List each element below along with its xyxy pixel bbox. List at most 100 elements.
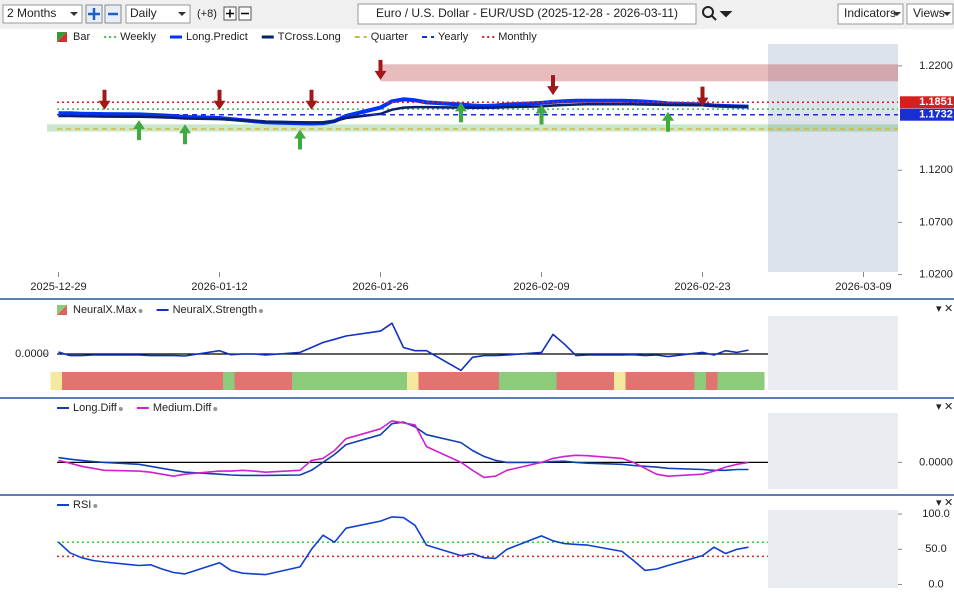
state-cell [315,372,327,390]
y-tick-label: 1.0700 [919,216,953,228]
state-cell [85,372,97,390]
sell-signal [98,89,111,110]
state-cell [131,372,143,390]
series-line [57,516,749,576]
y-tick-label: 1.1200 [919,164,953,176]
zone [380,64,898,82]
state-cell [476,372,488,390]
legend-label: Weekly [120,31,156,43]
views-label: Views [913,6,945,20]
state-cell [292,372,304,390]
legend-dot [213,407,218,411]
y-tick-label: 0.0 [928,578,943,590]
state-cell [648,372,660,390]
buy-signal [179,124,191,145]
pane-collapse[interactable]: ▾ [936,303,942,315]
legend-icon [57,32,67,42]
extra-label: (+8) [197,8,217,20]
state-cell [407,372,419,390]
pane-collapse[interactable]: ▾ [936,497,942,509]
series-line [58,97,749,126]
y-tick-label: 0.0000 [919,456,953,468]
state-cell [706,372,718,390]
sell-signal [696,86,709,107]
series-line [58,103,749,124]
state-cell [729,372,741,390]
legend-dot [118,407,123,411]
state-cell [453,372,465,390]
state-cell [234,372,246,390]
state-cell [73,372,85,390]
buy-signal [535,104,548,125]
state-cell [165,372,177,390]
state-cell [257,372,292,390]
state-cell [579,372,614,390]
pane-close[interactable]: ✕ [944,303,953,315]
legend-label: TCross.Long [278,31,341,43]
legend-label: RSI [73,499,91,511]
state-cell [372,372,384,390]
pane-close[interactable]: ✕ [944,401,953,413]
state-cell [418,372,453,390]
dropdown-icon [70,12,78,16]
state-cell [326,372,338,390]
sell-signal [305,89,318,110]
dropdown-icon [178,12,186,16]
series-line [58,322,749,372]
buy-signal [662,111,674,132]
x-tick-label: 2026-01-12 [191,281,247,293]
y-tick-label: 100.0 [922,508,950,520]
legend-label: Quarter [371,31,409,43]
legend-dot [93,504,98,508]
state-cell [303,372,315,390]
pane-collapse[interactable]: ▾ [936,401,942,413]
search-icon-handle [710,11,733,21]
legend-dot [138,309,143,313]
sell-signal [374,59,387,80]
legend-label: Monthly [498,31,537,43]
symbol-box[interactable] [357,3,697,25]
state-cell [177,372,212,390]
symbol-title: Euro / U.S. Dollar - EUR/USD (2025-12-28… [376,6,678,20]
legend-icon [57,305,67,315]
x-tick-label: 2026-01-26 [352,281,408,293]
state-cell [142,372,154,390]
state-cell [96,372,131,390]
range-select[interactable] [2,4,83,24]
buy-signal [133,120,145,141]
interval-select[interactable] [125,4,191,24]
y-tick-label: 1.0200 [919,268,953,280]
dropdown-icon [893,12,901,16]
legend-label: Bar [73,31,90,43]
views-button[interactable] [906,3,954,25]
future-area [768,44,898,272]
state-cell [62,372,74,390]
state-cell [660,372,695,390]
future-area [768,510,898,588]
price-tag-label: 1.1851 [919,96,953,108]
interval-value: Daily [130,6,157,20]
search-icon[interactable] [702,6,714,18]
y-tick-label: 1.2200 [919,60,953,72]
sell-signal [213,89,226,110]
price-tag [900,96,954,109]
legend-label: NeuralX.Max [73,304,137,316]
state-cell [556,372,568,390]
dropdown-icon [943,12,951,16]
state-cell [50,372,62,390]
state-cell [740,372,765,390]
state-cell [499,372,534,390]
state-cell [614,372,626,390]
state-cell [211,372,223,390]
state-cell [246,372,258,390]
y-tick-label: 50.0 [925,543,946,555]
range-value: 2 Months [7,6,56,20]
pane-close[interactable]: ✕ [944,497,953,509]
legend-label: Yearly [438,31,469,43]
price-tag-label: 1.1732 [919,109,953,121]
indicators-button[interactable] [837,3,904,25]
state-cell [694,372,706,390]
state-cell [717,372,729,390]
